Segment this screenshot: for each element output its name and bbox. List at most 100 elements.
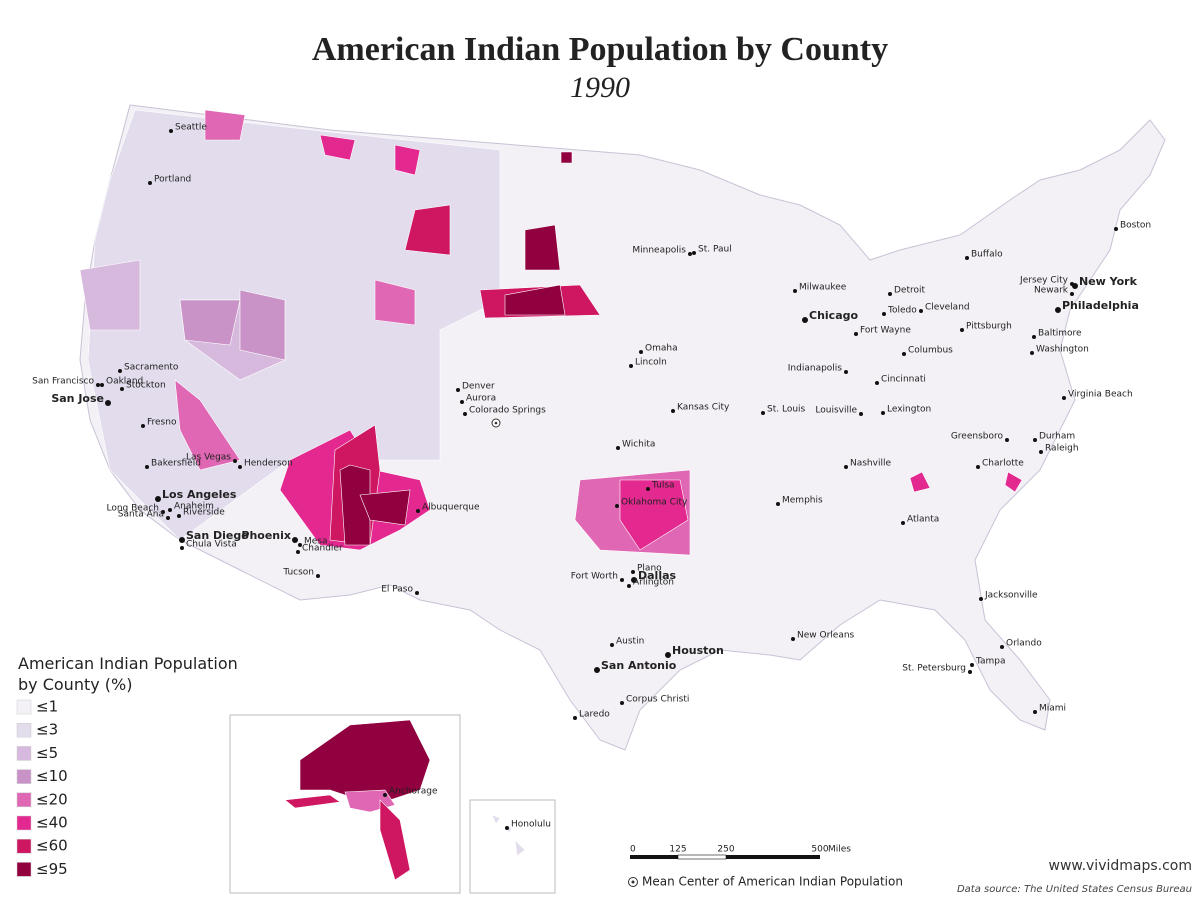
city-label: Philadelphia <box>1062 299 1139 312</box>
city-label: Laredo <box>579 710 610 720</box>
city-label: Lexington <box>887 405 931 415</box>
city-dot <box>1000 645 1004 649</box>
city-label: Houston <box>672 644 724 657</box>
city-label: Bakersfield <box>151 459 201 469</box>
city-dot <box>791 637 795 641</box>
region <box>1004 471 1023 493</box>
city-dot <box>1030 351 1034 355</box>
city-dot <box>120 387 124 391</box>
city-label: Las Vegas <box>186 453 231 463</box>
city-dot <box>688 252 692 256</box>
city-label: Los Angeles <box>162 488 237 501</box>
city-dot <box>844 370 848 374</box>
city-label: Plano <box>637 564 662 574</box>
city-dot <box>692 251 696 255</box>
city-label: San Francisco <box>32 377 94 387</box>
city-label: Chula Vista <box>186 540 237 550</box>
city-dot <box>1114 227 1118 231</box>
legend-label: ≤5 <box>36 744 58 762</box>
city-label: Santa Ana <box>118 510 164 520</box>
region <box>560 151 573 164</box>
region <box>239 289 286 361</box>
city-label: Raleigh <box>1045 444 1079 454</box>
city-dot <box>416 509 420 513</box>
city-dot <box>316 574 320 578</box>
region <box>204 109 246 141</box>
city-label: Indianapolis <box>788 364 843 374</box>
legend-swatch <box>16 769 32 784</box>
city-label: Greensboro <box>951 432 1004 442</box>
city-label: Anchorage <box>389 787 438 797</box>
region <box>404 204 451 256</box>
region <box>284 794 341 809</box>
legend-label: ≤20 <box>36 790 68 808</box>
city-label: Cleveland <box>925 303 970 313</box>
city-dot <box>238 465 242 469</box>
city-label: Nashville <box>850 459 891 469</box>
city-label: Riverside <box>183 508 225 518</box>
city-dot <box>169 129 173 133</box>
city-label: Milwaukee <box>799 283 847 293</box>
city-label: Atlanta <box>907 515 939 525</box>
alaska-inset <box>229 714 461 894</box>
city-dot <box>979 597 983 601</box>
city-dot <box>148 181 152 185</box>
city-label: Charlotte <box>982 459 1024 469</box>
city-dot <box>96 383 100 387</box>
city-label: Newark <box>1034 286 1069 296</box>
city-label: Tulsa <box>651 481 675 491</box>
city-dot <box>166 516 170 520</box>
region <box>79 259 141 331</box>
region <box>394 144 421 176</box>
city-dot <box>620 578 624 582</box>
scale-segment <box>677 854 727 860</box>
city-dot <box>639 350 643 354</box>
region <box>504 284 566 316</box>
city-dot <box>105 400 111 406</box>
city-dot <box>573 716 577 720</box>
city-dot <box>881 411 885 415</box>
legend-label: ≤60 <box>36 837 68 855</box>
inset-frame <box>229 714 461 894</box>
city-dot <box>970 663 974 667</box>
city-label: Baltimore <box>1038 329 1082 339</box>
city-label: New York <box>1079 275 1138 288</box>
city-dot <box>665 652 671 658</box>
city-label: Toledo <box>887 306 917 316</box>
city-label: Columbus <box>908 346 953 356</box>
legend-swatch <box>16 699 32 715</box>
city-dot <box>901 521 905 525</box>
us-map <box>79 104 1166 751</box>
city-dot <box>1070 282 1074 286</box>
city-label: Memphis <box>782 496 823 506</box>
city-dot <box>233 459 237 463</box>
legend-label: ≤10 <box>36 767 68 785</box>
website: www.vividmaps.com <box>1049 858 1193 874</box>
city-label: Buffalo <box>971 250 1003 260</box>
region <box>319 134 356 161</box>
city-label: San Diego <box>186 529 249 542</box>
scale-labels: 0 125 250 500 Miles <box>630 845 851 855</box>
city-dot <box>902 352 906 356</box>
legend-swatch <box>16 792 32 808</box>
city-dot <box>155 496 161 502</box>
city-label: Detroit <box>894 286 926 296</box>
city-dot <box>292 537 298 543</box>
city-labels: Seattle Portland Sacramento San Francisco Oa… <box>32 123 1151 830</box>
city-dot <box>620 701 624 705</box>
city-dot <box>100 383 104 387</box>
city-label: Tampa <box>975 657 1006 667</box>
city-dot <box>968 670 972 674</box>
city-dot <box>859 412 863 416</box>
region <box>379 799 411 881</box>
city-dot <box>616 446 620 450</box>
city-dot <box>383 793 387 797</box>
data-source: Data source: The United States Census Bu… <box>957 884 1192 895</box>
city-label: San Antonio <box>601 659 677 672</box>
city-label: Tucson <box>282 568 314 578</box>
scale-segment <box>726 855 820 859</box>
city-label: San Jose <box>51 392 104 405</box>
city-dot <box>1033 438 1037 442</box>
city-dot <box>1055 307 1061 313</box>
map-subtitle: 1990 <box>570 71 630 104</box>
